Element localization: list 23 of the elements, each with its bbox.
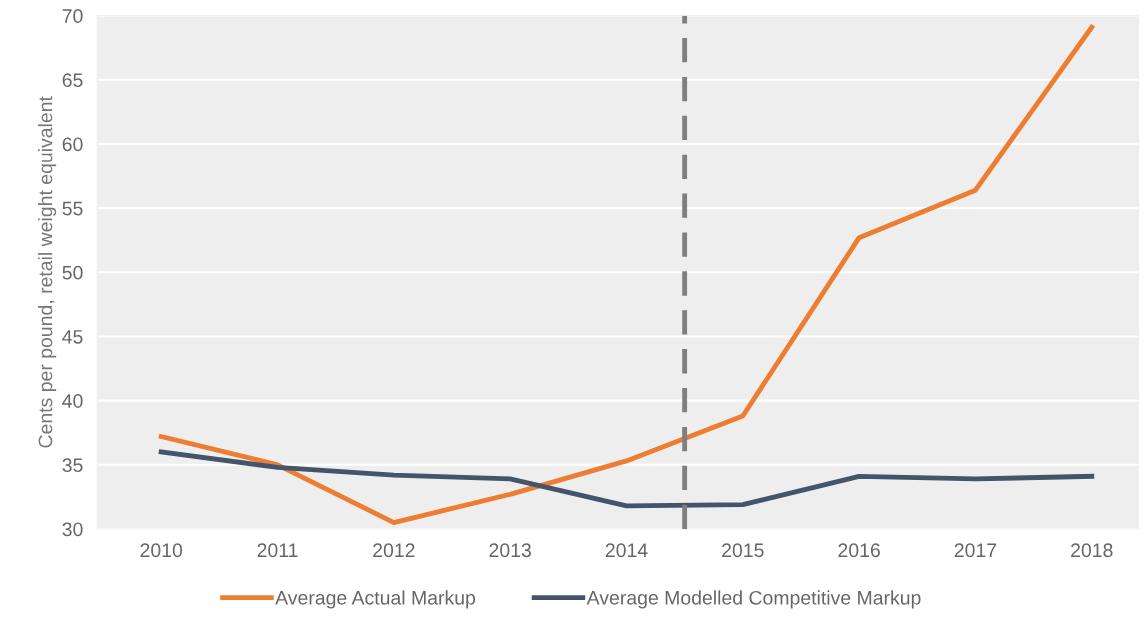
legend-label: Average Modelled Competitive Markup (586, 590, 921, 609)
y-tick-label: 35 (62, 458, 83, 473)
x-tick-label: 2017 (954, 543, 997, 558)
y-axis-title: Cents per pound, retail weight equivalent (38, 96, 57, 448)
y-tick-label: 45 (62, 330, 83, 344)
y-tick-label: 55 (62, 201, 83, 216)
y-tick-label: 65 (62, 73, 83, 88)
x-tick-label: 2016 (838, 543, 880, 558)
y-tick-label: 30 (62, 522, 83, 537)
x-tick-label: 2015 (722, 543, 764, 558)
x-tick-label: 2014 (605, 543, 648, 558)
y-tick-label: 60 (62, 137, 83, 152)
x-tick-label: 2012 (373, 543, 415, 558)
x-tick-label: 2013 (489, 543, 531, 558)
y-tick-label: 50 (62, 265, 83, 280)
y-tick-label: 70 (62, 9, 83, 23)
line-series (158, 449, 1095, 509)
line-series (158, 24, 1095, 525)
x-tick-label: 2010 (140, 543, 183, 558)
legend-label: Average Actual Markup (275, 590, 476, 609)
x-tick-label: 2011 (257, 543, 298, 558)
y-tick-label: 40 (62, 394, 83, 408)
x-tick-label: 2018 (1071, 543, 1113, 558)
